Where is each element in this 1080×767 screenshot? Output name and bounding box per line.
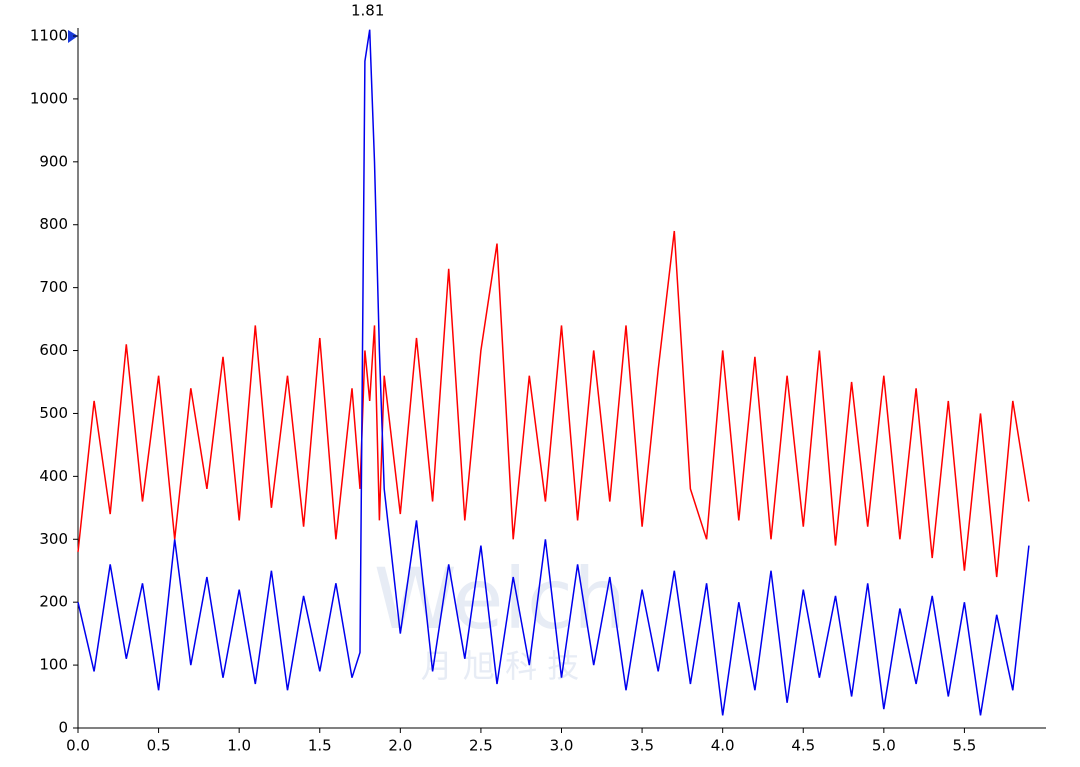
x-tick-label: 1.5 [308,737,332,755]
x-tick-label: 5.0 [872,737,896,755]
x-tick-label: 3.5 [630,737,654,755]
watermark: Welch [374,550,627,648]
series-line [77,29,1030,716]
x-tick-label: 4.0 [711,737,735,755]
y-tick-label: 600 [39,341,68,359]
y-tick-label: 200 [39,593,68,611]
x-tick-label: 2.5 [469,737,493,755]
x-tick-label: 1.0 [227,737,251,755]
y-tick-label: 800 [39,215,68,233]
x-tick-label: 0.0 [66,737,90,755]
y-tick-label: 300 [39,530,68,548]
y-tick-label: 500 [39,404,68,422]
peak-label: 1.81 [351,2,384,20]
x-tick-label: 5.5 [952,737,976,755]
x-tick-label: 3.0 [550,737,574,755]
x-tick-label: 0.5 [147,737,171,755]
y-tick-label: 900 [39,152,68,170]
y-tick-label: 400 [39,467,68,485]
series-line [77,230,1030,578]
y-tick-label: 1000 [30,89,68,107]
y-tick-label: 0 [58,719,68,737]
x-tick-label: 2.0 [388,737,412,755]
y-tick-label: 100 [39,656,68,674]
x-tick-label: 4.5 [791,737,815,755]
y-tick-label: 700 [39,278,68,296]
y-tick-label: 1100 [30,27,68,45]
